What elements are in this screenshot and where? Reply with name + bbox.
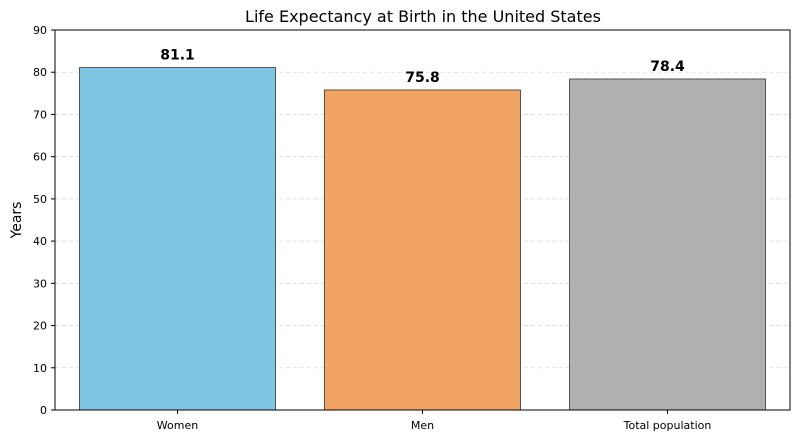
y-tick-label: 70 [33,108,47,121]
bars [79,67,766,411]
data-labels: 81.1 75.8 78.4 [160,48,685,86]
y-tick-label: 30 [33,277,47,290]
data-label: 81.1 [160,48,195,64]
x-axis-ticks: Women Men Total population [157,410,712,432]
x-tick-label: Men [411,419,434,432]
y-axis-ticks: 0 10 20 30 40 50 60 70 80 90 [33,24,55,417]
data-label: 75.8 [405,70,440,86]
y-axis-label: Years [9,202,25,240]
y-tick-label: 60 [33,151,47,164]
y-tick-label: 40 [33,235,47,248]
bar [79,67,276,411]
y-tick-label: 0 [40,404,47,417]
bar [324,89,521,411]
bar [569,78,766,411]
data-label: 78.4 [650,59,685,75]
chart-title: Life Expectancy at Birth in the United S… [245,7,601,26]
x-tick-label: Total population [623,419,712,432]
y-tick-label: 80 [33,66,47,79]
y-tick-label: 50 [33,193,47,206]
y-tick-label: 10 [33,362,47,375]
y-tick-label: 90 [33,24,47,37]
y-tick-label: 20 [33,320,47,333]
x-tick-label: Women [157,419,198,432]
